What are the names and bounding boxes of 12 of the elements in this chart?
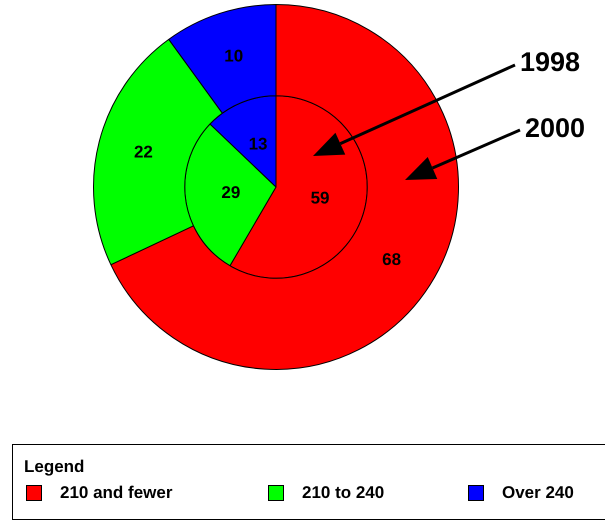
legend-label: 210 to 240 (302, 483, 384, 503)
data-label: 59 (310, 188, 330, 208)
slice-label: 2000 (525, 113, 586, 144)
data-label: 13 (248, 134, 268, 154)
data-label: 10 (224, 46, 244, 66)
data-label: 68 (382, 250, 402, 270)
data-label: 29 (221, 183, 240, 202)
legend-label: Over 240 (502, 483, 574, 503)
data-label: 22 (134, 142, 153, 162)
legend-title: Legend (24, 457, 84, 477)
legend-label: 210 and fewer (60, 483, 172, 503)
slice-label: 1998 (520, 47, 580, 78)
